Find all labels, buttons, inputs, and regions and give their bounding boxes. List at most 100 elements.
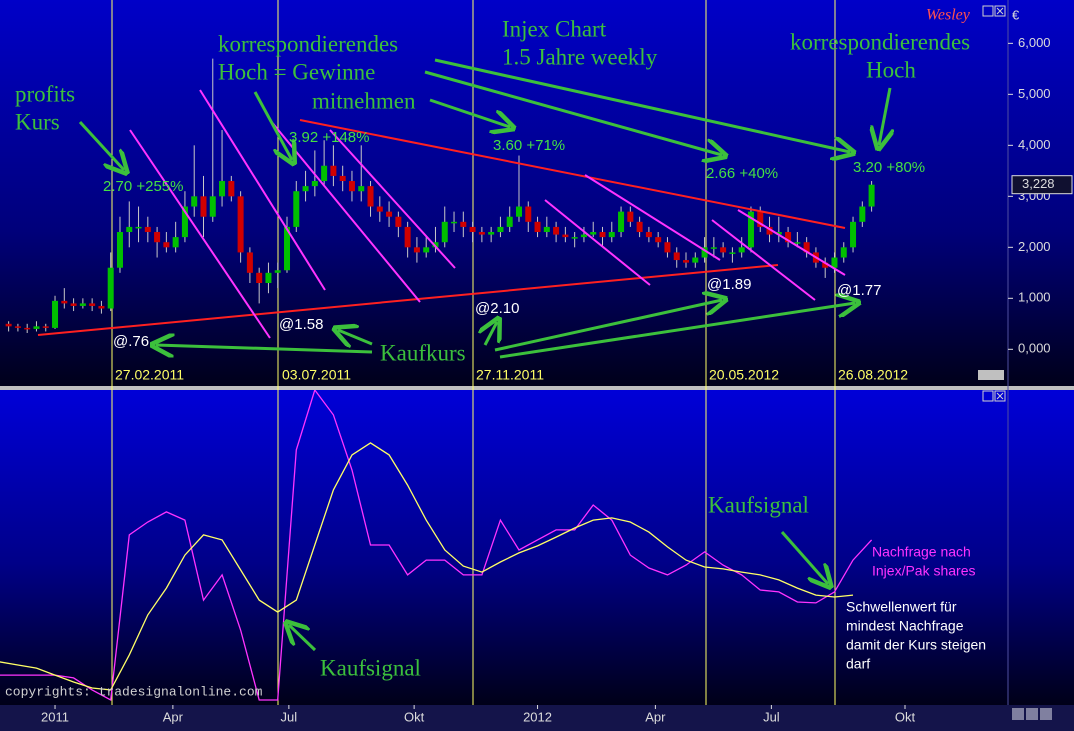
candle-body: [850, 221, 857, 248]
series-label: Schwellenwert für: [846, 599, 957, 615]
candle-body: [107, 267, 114, 309]
y-tick-label: 6,000: [1018, 35, 1051, 50]
panel-divider: [0, 386, 1074, 390]
candle-body: [497, 226, 504, 233]
scroll-button[interactable]: [978, 370, 1004, 380]
candle-body: [246, 252, 253, 273]
series-label: Injex/Pak shares: [872, 563, 976, 579]
y-tick-label: 1,000: [1018, 290, 1051, 305]
candle-body: [543, 226, 550, 233]
x-axis-strip: [0, 705, 1074, 731]
zoom-button[interactable]: [1026, 708, 1038, 720]
candle-body: [89, 303, 96, 306]
candle-body: [525, 206, 532, 222]
candle-body: [293, 191, 300, 227]
candle-body: [61, 300, 68, 304]
candle-body: [423, 247, 430, 253]
candle-body: [785, 232, 792, 243]
annotation: mitnehmen: [312, 88, 416, 113]
close-button[interactable]: [994, 5, 1006, 17]
window-controls: [978, 5, 1052, 720]
candle-body: [311, 181, 318, 187]
candle-body: [237, 196, 244, 253]
channel-line: [737, 209, 846, 276]
candle-body: [534, 221, 541, 233]
candle-body: [627, 211, 634, 222]
series-label: mindest Nachfrage: [846, 618, 964, 634]
candle-body: [840, 247, 847, 258]
candle-body: [664, 242, 671, 253]
annotation: korrespondierendes: [218, 31, 398, 56]
candle-body: [618, 211, 625, 233]
arrow: [485, 322, 497, 346]
candle-body: [451, 221, 458, 224]
zoom-button[interactable]: [1012, 708, 1024, 720]
candle-body: [599, 232, 606, 238]
candle-body: [636, 221, 643, 233]
close-button[interactable]: [994, 390, 1006, 402]
series-label: Nachfrage nach: [872, 544, 971, 560]
gain-label: 3.60 +71%: [493, 137, 565, 154]
channel-line: [199, 89, 326, 291]
arrow: [494, 300, 722, 352]
gain-label: 3.92 +148%: [289, 129, 370, 146]
candle-body: [33, 326, 40, 329]
candle-body: [729, 252, 736, 254]
candle-body: [488, 232, 495, 235]
arrow: [289, 625, 317, 652]
candle-body: [219, 181, 226, 197]
indicator-line: [0, 442, 854, 691]
series-label: darf: [846, 656, 870, 672]
candle-body: [580, 234, 587, 238]
buy-price: @2.10: [475, 300, 519, 317]
candle-body: [413, 247, 420, 253]
x-tick-label: Okt: [895, 709, 916, 724]
date-label: 20.05.2012: [709, 367, 779, 383]
candle-body: [116, 232, 123, 268]
candle-body: [228, 181, 235, 197]
candle-body: [98, 305, 105, 309]
date-label: 27.11.2011: [476, 367, 544, 383]
date-label: 03.07.2011: [282, 367, 351, 383]
arrow: [429, 98, 510, 127]
candle-body: [562, 234, 569, 238]
candle-body: [868, 184, 875, 207]
buy-price: @1.89: [707, 276, 751, 293]
currency: €: [1012, 7, 1020, 22]
candle-body: [52, 300, 59, 328]
candle-body: [404, 226, 411, 248]
zoom-button[interactable]: [1040, 708, 1052, 720]
channel-line: [544, 199, 651, 286]
candle-body: [822, 262, 829, 268]
arrow: [253, 91, 292, 160]
x-tick-label: 2012: [523, 709, 552, 724]
candle-body: [720, 247, 727, 253]
candle-body: [441, 221, 448, 243]
y-tick-label: 4,000: [1018, 137, 1051, 152]
candle-body: [747, 211, 754, 248]
support-line: [37, 264, 779, 336]
maximize-button[interactable]: [982, 5, 994, 17]
candle-body: [256, 272, 263, 284]
axes: 6,0005,0004,0003,0002,0001,0000,0003,228…: [41, 35, 1073, 724]
candle-body: [432, 242, 439, 248]
candle-body: [553, 226, 560, 235]
candle-body: [339, 175, 346, 182]
x-tick-label: Okt: [404, 709, 425, 724]
chart-subtitle: 1.5 Jahre weekly: [502, 44, 658, 69]
candle-body: [24, 327, 31, 330]
date-label: 27.02.2011: [115, 367, 184, 383]
maximize-button[interactable]: [982, 390, 994, 402]
candle-body: [42, 326, 49, 328]
candle-body: [274, 270, 281, 273]
candle-body: [655, 237, 662, 243]
arrows: [78, 58, 890, 652]
gain-label: 2.66 +40%: [706, 165, 778, 182]
arrow: [156, 345, 373, 352]
candle-body: [348, 181, 355, 192]
candle-body: [330, 165, 337, 176]
candle-body: [766, 226, 773, 235]
last-price-box: [1011, 175, 1073, 195]
candle-body: [5, 323, 12, 327]
annotation: Kurs: [15, 109, 60, 134]
